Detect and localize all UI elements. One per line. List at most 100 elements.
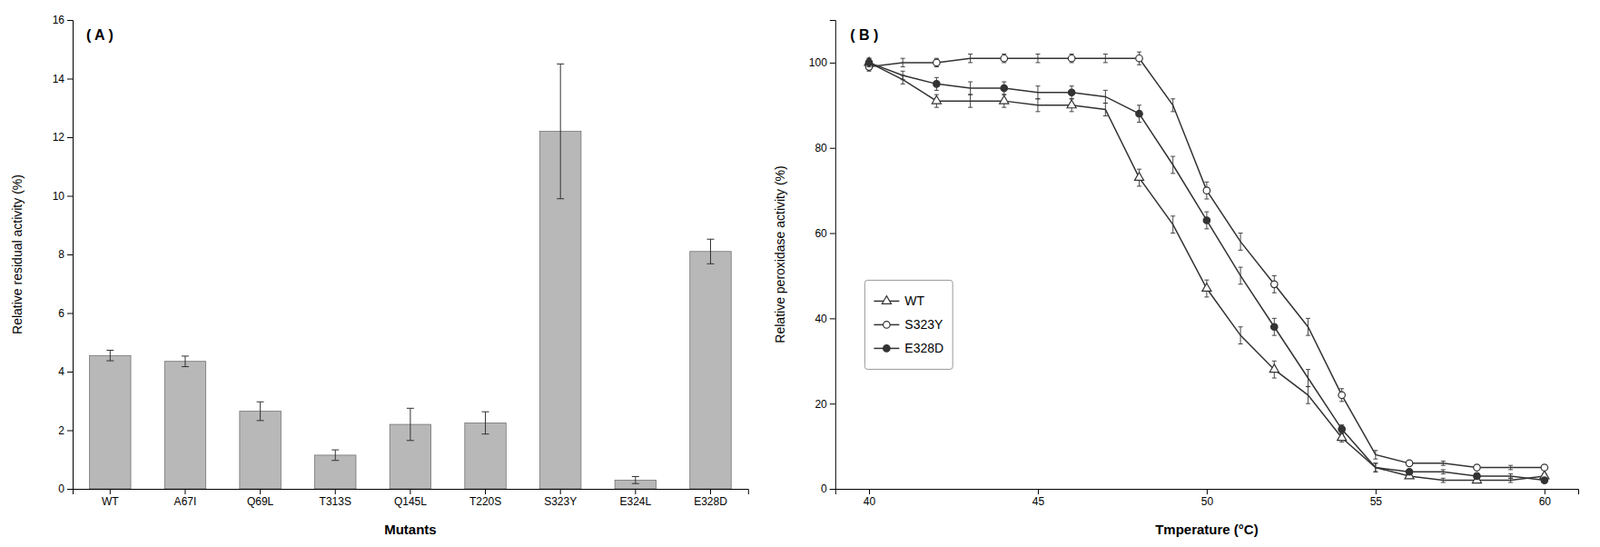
x-axis: 4045505560 [835, 488, 1579, 508]
error-bar-part [1035, 110, 1040, 112]
error-bar-part [1238, 325, 1244, 327]
marker [1540, 464, 1548, 471]
error-bar-part [1103, 53, 1108, 55]
tick-mark [634, 488, 636, 494]
tick-label: 14 [52, 72, 66, 86]
tick-label: E324L [619, 494, 652, 508]
error-bar-part [256, 419, 265, 421]
panel-label: ( A ) [86, 27, 114, 43]
error-bar-part [1204, 198, 1209, 200]
markers [865, 54, 1548, 471]
error-bars [867, 58, 1548, 483]
marker [1271, 323, 1278, 330]
chart-canvas: WTA67IQ69LT313SQ145LT220SS323YE324LE328D… [0, 0, 1600, 547]
error-bar-part [1240, 233, 1242, 251]
error-bar [900, 58, 906, 67]
error-bar [632, 475, 640, 484]
error-bar [406, 407, 415, 440]
error-bar [256, 401, 265, 421]
error-bar [1035, 86, 1040, 99]
error-bar-part [1508, 468, 1513, 470]
error-bar-part [1307, 385, 1309, 404]
axis-line [67, 20, 74, 490]
tick-mark [829, 403, 836, 405]
error-bar-part [181, 355, 189, 356]
tick-label: 12 [52, 130, 66, 144]
error-bar-part [1442, 477, 1444, 483]
error-bar-part [1035, 53, 1040, 55]
tick-mark [484, 488, 486, 494]
error-bar-part [1069, 98, 1075, 99]
tick-mark [710, 488, 712, 494]
error-bar-part [406, 439, 415, 441]
line [869, 62, 1545, 481]
tick-label: T313S [319, 494, 352, 508]
error-bar-part [1136, 64, 1142, 66]
error-bar-part [632, 483, 640, 484]
tick-mark [67, 430, 73, 432]
error-bar-part [1441, 473, 1446, 475]
tick-label: 80 [814, 141, 828, 155]
tick-mark [67, 19, 73, 21]
tick-label: 55 [1370, 494, 1383, 508]
line [869, 58, 1545, 467]
error-bar-part [1339, 387, 1344, 389]
tick: 50 [1201, 488, 1215, 508]
error-bar-part [109, 349, 111, 361]
tick: 8 [58, 247, 73, 261]
error-bar-part [556, 63, 564, 65]
tick-mark [67, 79, 73, 80]
error-bar-part [900, 58, 906, 60]
tick: WT [101, 488, 119, 508]
error-bar-part [1441, 464, 1446, 466]
marker [865, 59, 872, 66]
tick: T220S [469, 488, 502, 508]
marker [1473, 464, 1481, 471]
error-bar-part [1374, 450, 1376, 459]
marker [1203, 187, 1210, 194]
bar [315, 454, 356, 489]
error-bar-part [1204, 296, 1209, 297]
plot-area [89, 63, 732, 489]
error-bar-part [1510, 474, 1512, 479]
tick: 60 [814, 227, 835, 240]
tick-mark [67, 488, 73, 490]
error-bar-part [1204, 227, 1209, 229]
error-bar-part [969, 54, 971, 63]
error-bar [1170, 216, 1176, 234]
error-bar [482, 411, 490, 435]
error-bar-part [1170, 156, 1176, 158]
error-bar-part [967, 107, 973, 109]
error-bar-part [1204, 211, 1209, 213]
error-bar [1305, 385, 1311, 404]
legend-marker [883, 321, 890, 328]
error-bar-part [1508, 464, 1513, 466]
tick-label: 40 [863, 494, 877, 508]
error-bar-part [1170, 98, 1176, 99]
tick-mark [829, 317, 836, 319]
tick-mark [829, 233, 836, 235]
tick-mark [1206, 488, 1208, 494]
error-bar-part [1037, 98, 1038, 112]
error-bar [1103, 54, 1108, 63]
error-bar-part [1305, 368, 1311, 370]
error-bar-part [1103, 102, 1108, 104]
tick-label: 45 [1032, 494, 1046, 508]
bar [164, 361, 206, 489]
tick-mark [67, 254, 73, 256]
y-axis: 020406080100 [809, 20, 837, 496]
tick-label: 20 [814, 397, 828, 411]
plot-area [864, 51, 1550, 484]
legend-label: WT [904, 293, 925, 308]
error-bar-part [1339, 400, 1344, 402]
tick-label: 6 [58, 306, 65, 320]
error-bar [1035, 98, 1040, 112]
x-axis-title: Tmperature (°C) [1155, 521, 1259, 537]
tick-label: 40 [814, 312, 828, 326]
error-bar-part [1001, 107, 1007, 109]
x-axis: WTA67IQ69LT313SQ145LT220SS323YE324LE328D [73, 488, 750, 508]
error-bar [1372, 450, 1378, 459]
tick: 80 [814, 141, 835, 155]
error-bar-part [1272, 275, 1277, 277]
y-axis-title: Relative peroxidase activity (%) [772, 165, 788, 343]
